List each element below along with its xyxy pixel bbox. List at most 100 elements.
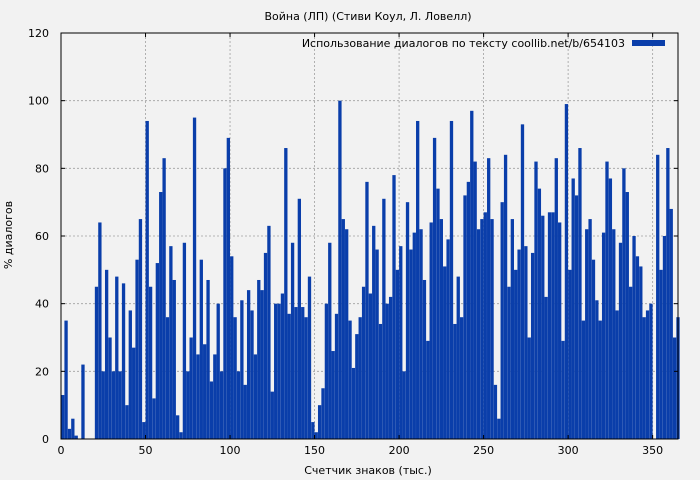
bar xyxy=(547,212,552,439)
bar xyxy=(230,256,234,439)
bar xyxy=(311,422,315,439)
y-tick-label: 100 xyxy=(28,95,49,108)
bar xyxy=(284,148,288,440)
bar xyxy=(125,405,129,439)
y-tick-label: 120 xyxy=(28,27,49,40)
bar xyxy=(534,161,538,440)
bar xyxy=(348,320,352,439)
bar xyxy=(595,300,599,439)
x-axis-label: Счетчик знаков (тыс.) xyxy=(304,464,432,477)
bar xyxy=(656,154,660,440)
bar xyxy=(101,371,105,439)
bar xyxy=(395,269,400,439)
bar xyxy=(270,391,274,439)
bar xyxy=(243,384,247,439)
bar xyxy=(372,225,376,439)
bar xyxy=(470,110,474,440)
bar xyxy=(375,249,379,439)
bar xyxy=(328,242,332,439)
bar xyxy=(71,418,75,439)
bar xyxy=(236,371,241,439)
y-tick-label: 20 xyxy=(35,365,49,378)
bar xyxy=(115,276,119,439)
legend-swatch xyxy=(632,40,665,46)
bar xyxy=(138,219,143,439)
bar xyxy=(297,198,302,439)
bar xyxy=(334,313,339,439)
x-tick-label: 250 xyxy=(473,444,494,457)
bar xyxy=(132,347,136,439)
bar xyxy=(632,236,636,439)
bar xyxy=(608,178,613,439)
bar xyxy=(446,239,450,439)
bar xyxy=(358,317,362,439)
bar xyxy=(500,202,504,439)
bar xyxy=(493,384,498,439)
y-tick-label: 60 xyxy=(35,230,49,243)
bar xyxy=(520,124,525,439)
bar xyxy=(443,266,447,439)
bar xyxy=(223,168,227,440)
bar xyxy=(439,219,443,439)
bar xyxy=(209,381,214,439)
bar xyxy=(324,303,329,439)
bar xyxy=(81,364,85,439)
bar xyxy=(490,219,494,439)
bar xyxy=(104,269,109,439)
bar xyxy=(551,212,555,439)
bar xyxy=(527,337,531,439)
y-tick-label: 40 xyxy=(35,298,49,311)
bar xyxy=(571,178,575,439)
bar xyxy=(662,236,667,439)
bar xyxy=(629,286,633,439)
bar xyxy=(260,290,264,439)
bar xyxy=(405,202,410,439)
bar xyxy=(206,279,210,439)
bar xyxy=(672,337,677,439)
axis-ticks: 0 50 100 150 200 250 300 350 0 20 40 60 80 100 120 xyxy=(28,27,678,457)
bar xyxy=(605,161,609,440)
bar xyxy=(301,307,305,439)
bar xyxy=(145,120,149,439)
bar xyxy=(487,158,491,439)
bar xyxy=(612,229,616,439)
bar xyxy=(290,242,295,439)
bar xyxy=(314,432,318,439)
bar xyxy=(585,229,589,439)
y-tick-label: 0 xyxy=(42,433,49,446)
bar xyxy=(645,310,650,439)
bar xyxy=(250,310,254,439)
bar xyxy=(517,249,521,439)
bar xyxy=(64,320,68,439)
bar xyxy=(277,303,281,439)
bar xyxy=(385,303,389,439)
bar xyxy=(192,117,197,439)
bar xyxy=(135,259,139,439)
bar xyxy=(615,310,619,439)
bar xyxy=(196,354,200,439)
y-axis-label: % диалогов xyxy=(2,201,15,269)
bar xyxy=(257,279,261,439)
bar xyxy=(74,435,78,439)
bar xyxy=(111,371,116,439)
bar-series xyxy=(61,100,680,440)
bar xyxy=(213,354,217,439)
bar xyxy=(476,229,481,439)
bar xyxy=(601,232,606,439)
bar xyxy=(456,276,460,439)
bar xyxy=(165,317,170,439)
bar xyxy=(635,256,640,439)
x-tick-label: 350 xyxy=(642,444,663,457)
bar xyxy=(625,192,629,439)
bar xyxy=(294,307,298,439)
bar xyxy=(179,432,183,439)
bar xyxy=(216,303,220,439)
bar xyxy=(618,242,623,439)
bar xyxy=(666,148,670,440)
bar xyxy=(409,249,413,439)
bar xyxy=(388,296,393,439)
bar xyxy=(186,371,190,439)
bar xyxy=(558,222,562,439)
bar xyxy=(669,208,673,439)
bar xyxy=(304,317,308,439)
